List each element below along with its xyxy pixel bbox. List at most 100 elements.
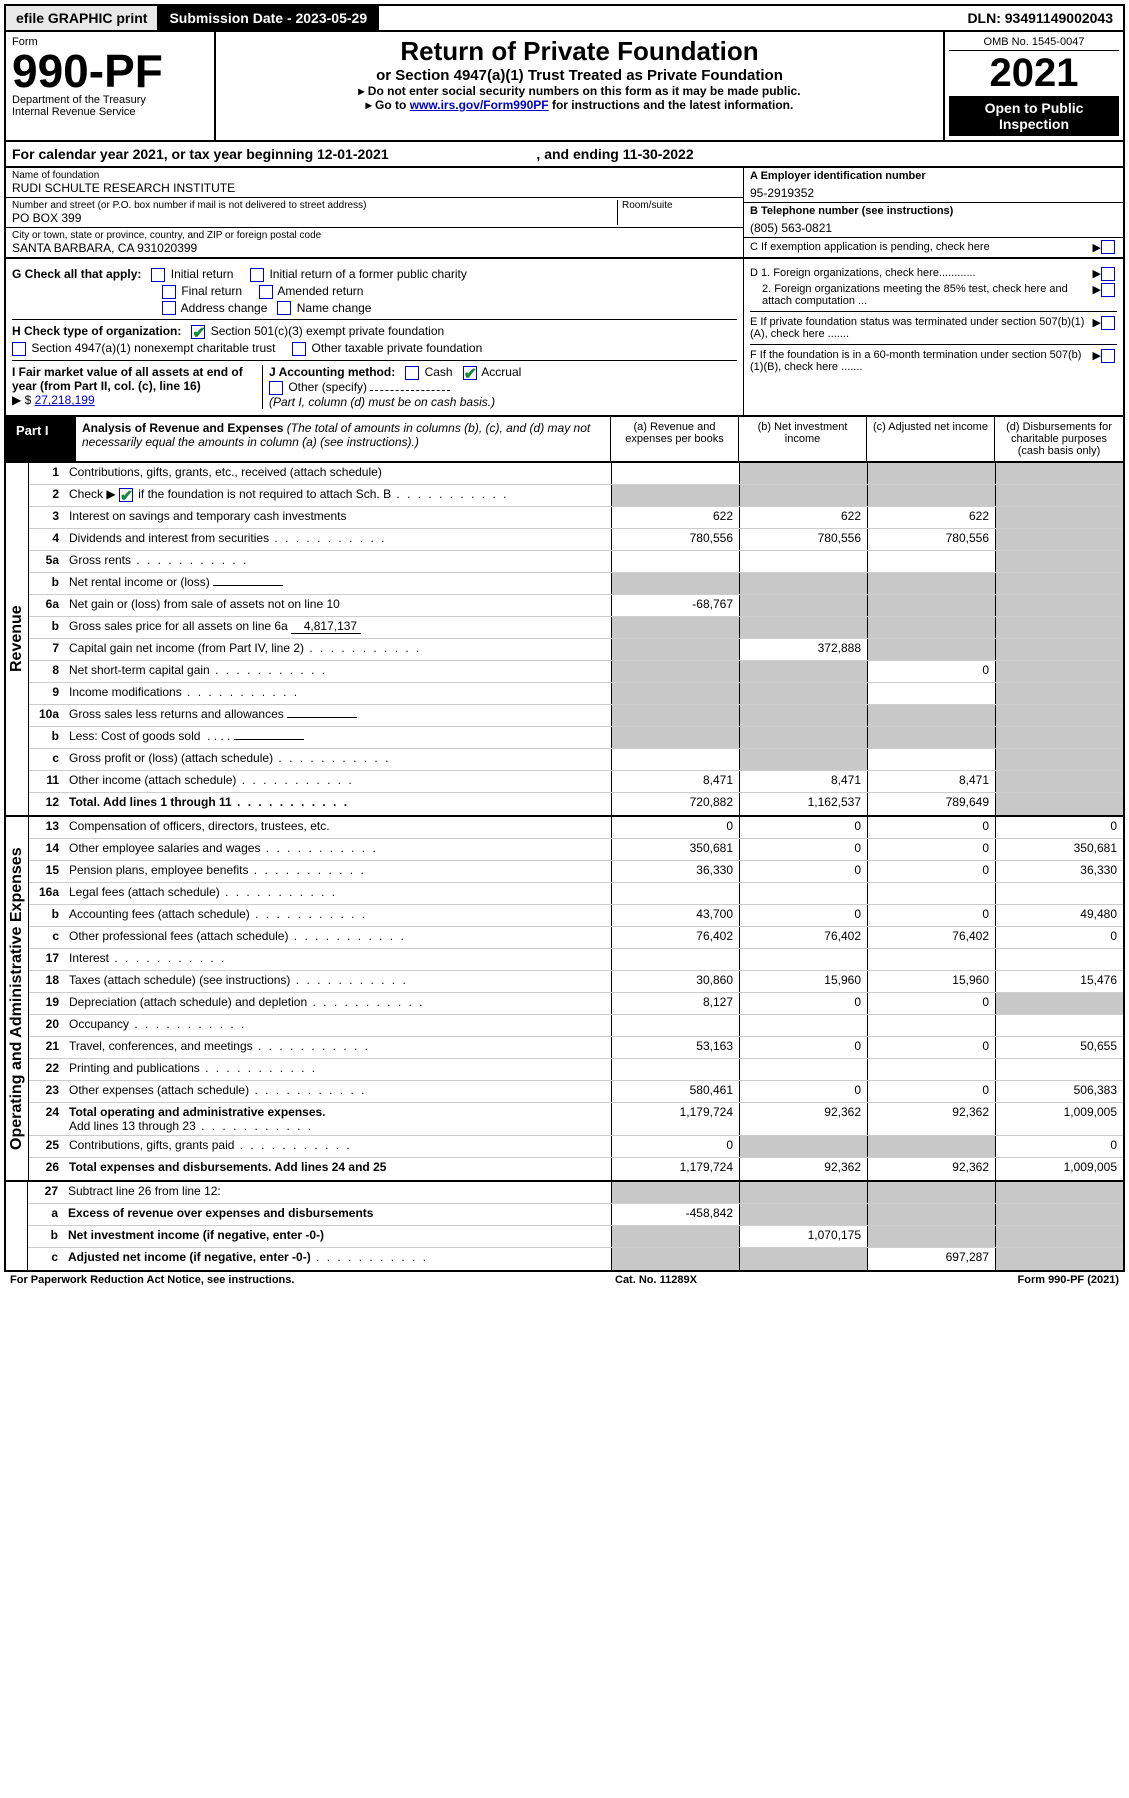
submission-date: Submission Date - 2023-05-29 bbox=[159, 6, 379, 30]
form-subtitle: or Section 4947(a)(1) Trust Treated as P… bbox=[220, 67, 939, 84]
page-footer: For Paperwork Reduction Act Notice, see … bbox=[4, 1272, 1125, 1288]
omb-label: OMB No. 1545-0047 bbox=[949, 36, 1119, 51]
line-12-desc: Total. Add lines 1 through 11 bbox=[65, 793, 611, 815]
irs-label: Internal Revenue Service bbox=[12, 106, 208, 118]
line-10a-desc: Gross sales less returns and allowances bbox=[65, 705, 611, 726]
address-label: Number and street (or P.O. box number if… bbox=[12, 200, 617, 211]
cash-checkbox[interactable] bbox=[405, 366, 419, 380]
open-public-label: Open to Public Inspection bbox=[949, 96, 1119, 136]
fmv-label: I Fair market value of all assets at end… bbox=[12, 365, 243, 393]
line-23-desc: Other expenses (attach schedule) bbox=[65, 1081, 611, 1102]
501c3-checkbox[interactable] bbox=[191, 325, 205, 339]
line-25-desc: Contributions, gifts, grants paid bbox=[65, 1136, 611, 1157]
form-number: 990-PF bbox=[12, 48, 208, 94]
line-17-desc: Interest bbox=[65, 949, 611, 970]
amended-return-checkbox[interactable] bbox=[259, 285, 273, 299]
initial-former-checkbox[interactable] bbox=[250, 268, 264, 282]
top-bar: efile GRAPHIC print Submission Date - 20… bbox=[4, 4, 1125, 32]
other-taxable-checkbox[interactable] bbox=[292, 342, 306, 356]
line-27-desc: Subtract line 26 from line 12: bbox=[64, 1182, 611, 1203]
sch-b-checkbox[interactable] bbox=[119, 488, 133, 502]
d2-checkbox[interactable] bbox=[1101, 283, 1115, 297]
identity-block: Name of foundation RUDI SCHULTE RESEARCH… bbox=[4, 168, 1125, 259]
line-4-desc: Dividends and interest from securities bbox=[65, 529, 611, 550]
line-20-desc: Occupancy bbox=[65, 1015, 611, 1036]
e-checkbox[interactable] bbox=[1101, 316, 1115, 330]
h-label: H Check type of organization: bbox=[12, 324, 181, 338]
line-13-desc: Compensation of officers, directors, tru… bbox=[65, 817, 611, 838]
name-change-checkbox[interactable] bbox=[277, 301, 291, 315]
footer-right: Form 990-PF (2021) bbox=[1018, 1274, 1120, 1286]
line-1-desc: Contributions, gifts, grants, etc., rece… bbox=[65, 463, 611, 484]
city: SANTA BARBARA, CA 931020399 bbox=[12, 241, 737, 255]
line-18-desc: Taxes (attach schedule) (see instruction… bbox=[65, 971, 611, 992]
phone: (805) 563-0821 bbox=[750, 217, 1117, 235]
line-3-a: 622 bbox=[611, 507, 739, 528]
exemption-pending-label: C If exemption application is pending, c… bbox=[750, 241, 1093, 253]
line-10b-desc: Less: Cost of goods sold . . . . bbox=[65, 727, 611, 748]
line-26-desc: Total expenses and disbursements. Add li… bbox=[65, 1158, 611, 1180]
part1-title: Analysis of Revenue and Expenses bbox=[82, 421, 283, 435]
f-label: F If the foundation is in a 60-month ter… bbox=[750, 349, 1093, 373]
4947a1-checkbox[interactable] bbox=[12, 342, 26, 356]
foundation-name-label: Name of foundation bbox=[12, 170, 737, 181]
line-7-desc: Capital gain net income (from Part IV, l… bbox=[65, 639, 611, 660]
foundation-name: RUDI SCHULTE RESEARCH INSTITUTE bbox=[12, 181, 737, 195]
line-16c-desc: Other professional fees (attach schedule… bbox=[65, 927, 611, 948]
line-6b-desc: Gross sales price for all assets on line… bbox=[65, 617, 611, 638]
instruction-1: Do not enter social security numbers on … bbox=[220, 84, 939, 98]
fmv-link[interactable]: 27,218,199 bbox=[35, 393, 95, 407]
ein: 95-2919352 bbox=[750, 182, 1117, 200]
part1-header: Part I Analysis of Revenue and Expenses … bbox=[4, 417, 1125, 463]
line-6a-desc: Net gain or (loss) from sale of assets n… bbox=[65, 595, 611, 616]
line-14-desc: Other employee salaries and wages bbox=[65, 839, 611, 860]
line-5b-desc: Net rental income or (loss) bbox=[65, 573, 611, 594]
g-label: G Check all that apply: bbox=[12, 267, 141, 281]
checks-block: G Check all that apply: Initial return I… bbox=[4, 259, 1125, 417]
line-22-desc: Printing and publications bbox=[65, 1059, 611, 1080]
col-b-header: (b) Net investment income bbox=[739, 417, 867, 461]
phone-label: B Telephone number (see instructions) bbox=[750, 205, 1117, 217]
col-a-header: (a) Revenue and expenses per books bbox=[611, 417, 739, 461]
line-5a-desc: Gross rents bbox=[65, 551, 611, 572]
accrual-checkbox[interactable] bbox=[463, 366, 477, 380]
line-9-desc: Income modifications bbox=[65, 683, 611, 704]
initial-return-checkbox[interactable] bbox=[151, 268, 165, 282]
tax-year: 2021 bbox=[949, 51, 1119, 96]
col-c-header: (c) Adjusted net income bbox=[867, 417, 995, 461]
line-3-desc: Interest on savings and temporary cash i… bbox=[65, 507, 611, 528]
line-10c-desc: Gross profit or (loss) (attach schedule) bbox=[65, 749, 611, 770]
footer-mid: Cat. No. 11289X bbox=[615, 1274, 697, 1286]
address: PO BOX 399 bbox=[12, 211, 617, 225]
j-label: J Accounting method: bbox=[269, 365, 395, 379]
d1-checkbox[interactable] bbox=[1101, 267, 1115, 281]
address-change-checkbox[interactable] bbox=[162, 301, 176, 315]
col-d-header: (d) Disbursements for charitable purpose… bbox=[995, 417, 1123, 461]
line-24-desc: Total operating and administrative expen… bbox=[65, 1103, 611, 1135]
line-21-desc: Travel, conferences, and meetings bbox=[65, 1037, 611, 1058]
line-8-desc: Net short-term capital gain bbox=[65, 661, 611, 682]
form-title: Return of Private Foundation bbox=[220, 36, 939, 67]
revenue-grid: Revenue 1Contributions, gifts, grants, e… bbox=[4, 463, 1125, 817]
room-label: Room/suite bbox=[622, 200, 737, 211]
revenue-vlabel: Revenue bbox=[6, 463, 29, 815]
exemption-pending-checkbox[interactable] bbox=[1101, 240, 1115, 254]
subtract-grid: 27Subtract line 26 from line 12: aExcess… bbox=[4, 1182, 1125, 1272]
part1-label: Part I bbox=[6, 417, 76, 461]
f-checkbox[interactable] bbox=[1101, 349, 1115, 363]
final-return-checkbox[interactable] bbox=[162, 285, 176, 299]
expenses-grid: Operating and Administrative Expenses 13… bbox=[4, 817, 1125, 1182]
city-label: City or town, state or province, country… bbox=[12, 230, 737, 241]
instructions-link[interactable]: www.irs.gov/Form990PF bbox=[410, 98, 549, 112]
ein-label: A Employer identification number bbox=[750, 170, 1117, 182]
line-27a-desc: Excess of revenue over expenses and disb… bbox=[64, 1204, 611, 1225]
dept-label: Department of the Treasury bbox=[12, 94, 208, 106]
line-16b-desc: Accounting fees (attach schedule) bbox=[65, 905, 611, 926]
form-header: Form 990-PF Department of the Treasury I… bbox=[4, 32, 1125, 142]
expenses-vlabel: Operating and Administrative Expenses bbox=[6, 817, 29, 1180]
line-16a-desc: Legal fees (attach schedule) bbox=[65, 883, 611, 904]
other-method-checkbox[interactable] bbox=[269, 381, 283, 395]
line-11-desc: Other income (attach schedule) bbox=[65, 771, 611, 792]
line-15-desc: Pension plans, employee benefits bbox=[65, 861, 611, 882]
line-2-desc: Check if the foundation is not required … bbox=[65, 485, 611, 506]
